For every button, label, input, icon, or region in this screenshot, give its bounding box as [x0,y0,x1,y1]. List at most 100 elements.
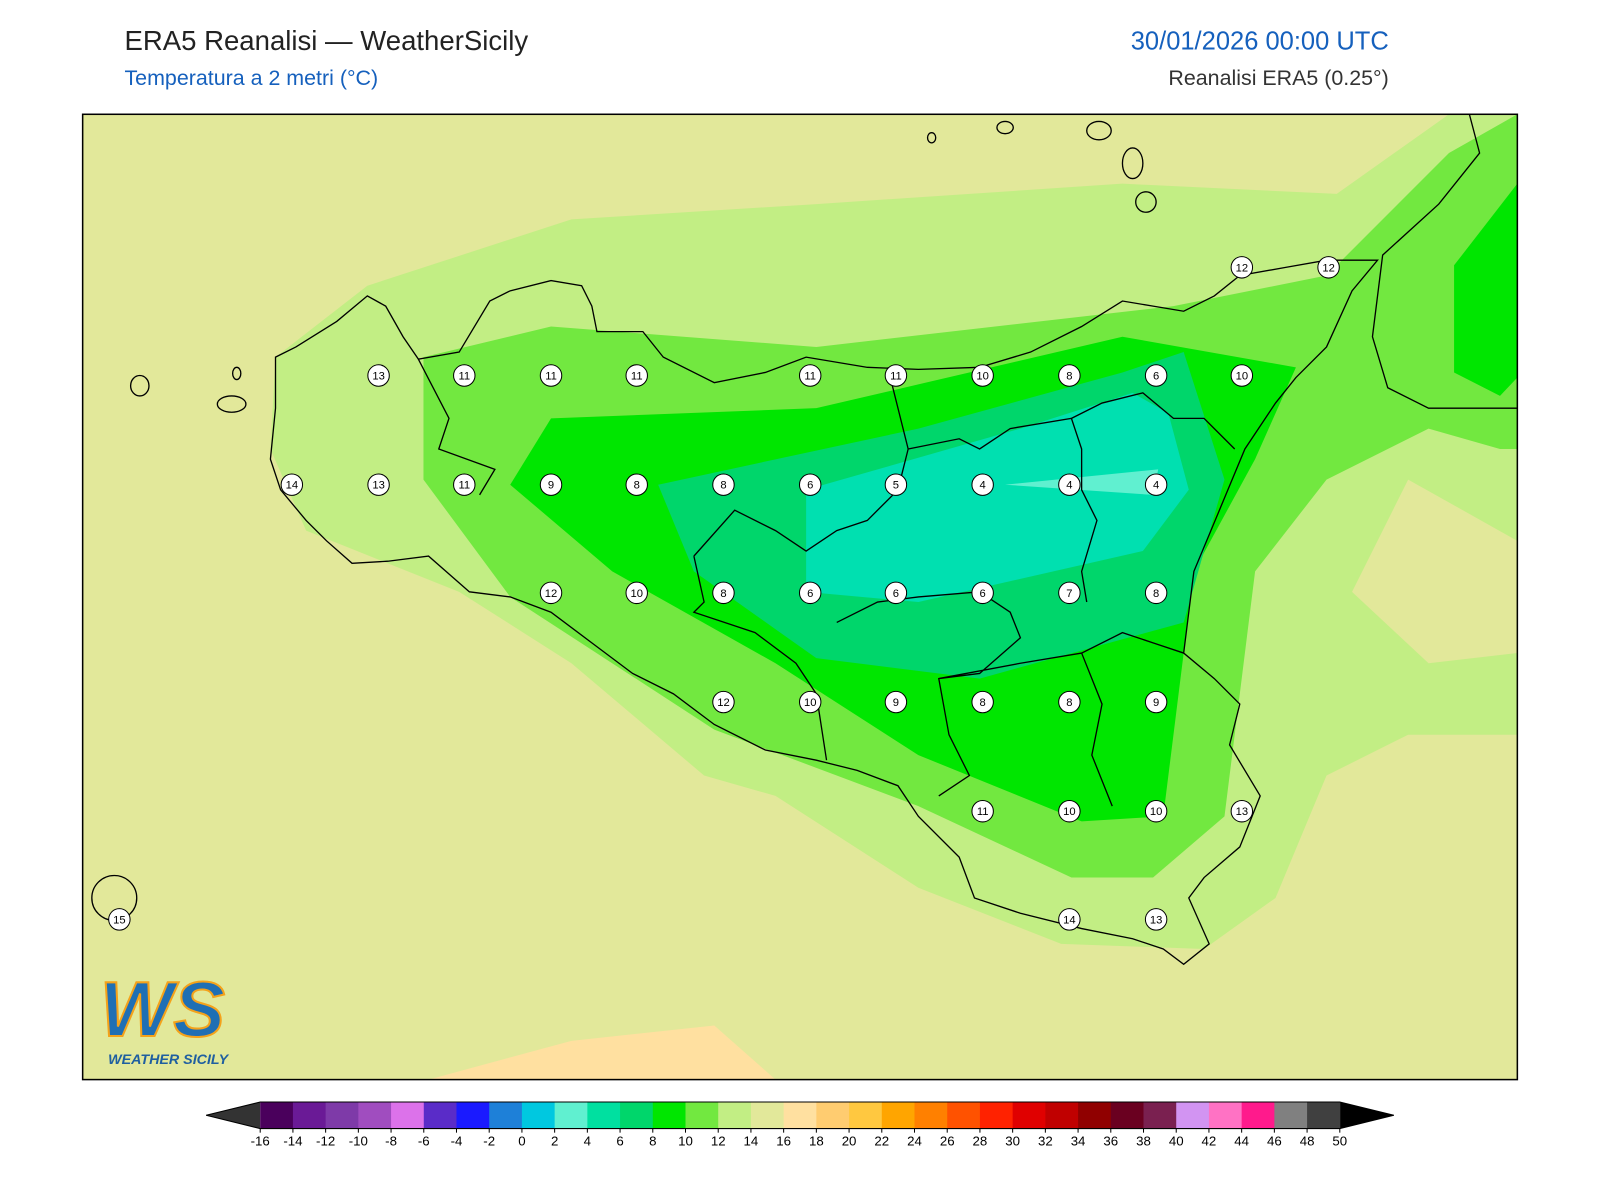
station-marker [1058,800,1081,823]
station-value: 14 [1063,914,1075,926]
colorbar-tick-label: -16 [251,1133,270,1148]
station-marker [1144,800,1168,823]
station-marker [1144,581,1168,605]
colorbar-segment [1307,1102,1341,1129]
station-value: 6 [1153,370,1159,382]
colorbar-tick-label: 46 [1267,1133,1282,1148]
station-marker [625,364,648,387]
colorbar-segment [914,1102,948,1129]
stations: 13 11 11 11 11 11 10 8 6 10 14 13 11 9 8 8 6 5 4 4 4 12 10 8 6 6 6… [108,256,1340,931]
field [1352,479,1518,664]
station-value: 5 [893,480,899,492]
colorbar-segment [1143,1102,1177,1129]
station-value: 12 [1236,262,1248,274]
colorbar-segment [456,1102,490,1129]
station-marker [1058,473,1081,496]
station-marker [1058,364,1081,387]
colorbar: -16 -14 -12 -10 -8 -6 -4 -2 0 2 4 6 8 10 12 14 16 18 20 22 2… [206,1101,1394,1148]
colorbar-segment [1274,1102,1308,1129]
colorbar-segment [1208,1102,1243,1129]
colorbar-segment [1110,1102,1145,1129]
colorbar-segment [391,1102,425,1129]
station-marker [539,581,563,605]
colorbar-tick-label: 8 [649,1133,656,1148]
station-marker [280,473,304,496]
island [216,395,247,413]
station-marker [971,800,994,823]
station-marker [1230,256,1254,279]
station-marker [884,473,908,496]
station-marker [1144,473,1168,496]
station-value: 8 [720,480,726,492]
colorbar-tick-label: 50 [1332,1133,1347,1148]
coastline [1371,114,1518,409]
island [231,366,242,381]
colorbar-tick-label: 18 [809,1133,824,1148]
station-value: 11 [458,370,470,382]
station-value: 13 [1150,914,1162,926]
colorbar-tick-label: 36 [1103,1133,1118,1148]
colorbar-tick-label: 2 [551,1133,558,1148]
logo-text: WEATHER SICILY [108,1052,229,1068]
colorbar-tick-label: 38 [1136,1133,1151,1148]
station-value: 11 [631,370,643,382]
colorbar-tick-label: 42 [1202,1133,1217,1148]
station-value: 11 [458,480,470,492]
station-marker [712,581,735,605]
station-value: 12 [717,697,729,709]
title: ERA5 Reanalisi — WeatherSicily [124,25,528,56]
colorbar-segment [521,1102,556,1129]
date: 30/01/2026 00:00 UTC [1131,28,1389,56]
station-value: 10 [1236,370,1248,382]
station-marker [1058,908,1081,931]
colorbar-segment [1241,1102,1275,1129]
colorbar-tick-label: -6 [418,1133,430,1148]
station-marker [798,690,822,714]
colorbar-segment [750,1102,785,1129]
colorbar-tick-label: 12 [711,1133,726,1148]
station-value: 9 [548,480,554,492]
station-value: 12 [545,588,557,600]
field [806,392,1189,603]
station-value: 10 [630,588,642,600]
colorbar-segment [620,1102,654,1129]
colorbar-tick-label: -14 [283,1133,302,1148]
island [129,374,150,397]
colorbar-tick-label: 20 [842,1133,857,1148]
field [1454,183,1518,396]
station-marker [367,473,390,496]
station-value: 15 [113,914,125,926]
colorbar-segment [358,1102,392,1129]
colorbar-segment [947,1102,981,1129]
station-marker [539,364,563,387]
colorbar-tick-label: 22 [874,1133,889,1148]
station-value: 4 [1066,480,1072,492]
colorbar-tick-label: 0 [518,1133,525,1148]
station-value: 13 [372,370,384,382]
colorbar-segment [587,1102,621,1129]
station-value: 8 [980,697,986,709]
colorbar-tick-label: 48 [1300,1133,1315,1148]
station-value: 8 [1153,588,1159,600]
colorbar-segment [718,1102,752,1129]
station-marker [367,364,390,387]
colorbar-segment [816,1102,850,1129]
colorbar-segment [325,1102,359,1129]
colorbar-segment [1045,1102,1079,1129]
colorbar-segment [652,1102,687,1129]
colorbar-tick-label: 26 [940,1133,955,1148]
colorbar-tick-label: 40 [1169,1133,1184,1148]
station-marker [798,581,822,605]
station-value: 8 [1066,697,1072,709]
colorbar-tick-label: -10 [349,1133,368,1148]
colorbar-tick-label: 24 [907,1133,922,1148]
station-marker [884,690,908,714]
station-value: 13 [1236,806,1248,818]
island [1121,147,1144,180]
colorbar-tick-label: -12 [316,1133,335,1148]
colorbar-segment [783,1102,817,1129]
colorbar-segment [554,1102,588,1129]
station-value: 11 [890,370,902,382]
colorbar-under [206,1102,261,1129]
station-marker [1230,800,1254,823]
